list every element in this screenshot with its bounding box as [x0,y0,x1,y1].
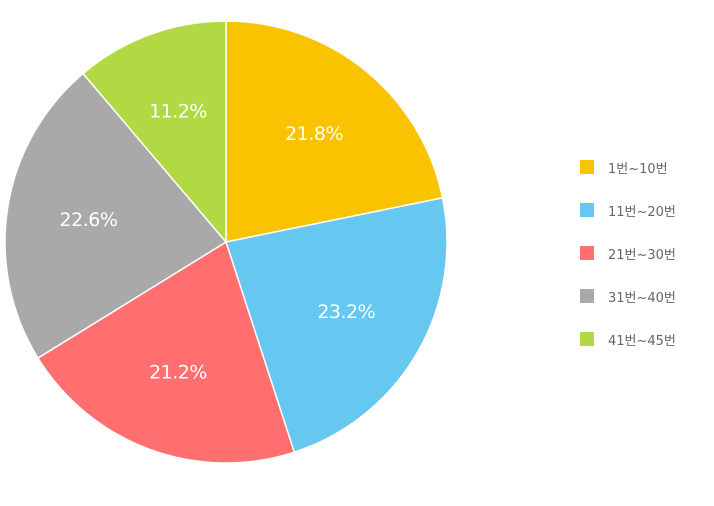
pie-slice [225,20,444,243]
pie-value-label: 23.2% [317,301,375,323]
pie-slices [4,20,448,464]
legend-label: 11번~20번 [608,204,676,220]
legend-swatch [580,246,594,260]
legend-swatch [580,203,594,217]
legend-swatch [580,332,594,346]
pie-value-label: 21.8% [285,123,343,145]
legend-item: 31번~40번 [580,286,700,306]
pie-value-label: 11.2% [149,100,207,122]
pie-value-labels: 21.8% 23.2% 21.2% 22.6% 11.2% [60,100,376,383]
legend-item: 41번~45번 [580,329,700,349]
legend-item: 1번~10번 [580,157,700,177]
legend-swatch [580,160,594,174]
pie-value-label: 21.2% [149,362,207,384]
legend-item: 11번~20번 [580,200,700,220]
legend-item: 21번~30번 [580,243,700,263]
legend-label: 41번~45번 [608,333,676,349]
legend-label: 1번~10번 [608,161,668,177]
pie-slice [82,20,227,243]
chart-legend: 1번~10번 11번~20번 21번~30번 31번~40번 41번~45번 [580,157,700,372]
pie-value-label: 22.6% [60,209,118,231]
pie-slice [225,197,448,453]
pie-slice [37,241,296,464]
pie-slice [4,72,227,359]
legend-swatch [580,289,594,303]
legend-label: 21번~30번 [608,247,676,263]
legend-label: 31번~40번 [608,290,676,306]
